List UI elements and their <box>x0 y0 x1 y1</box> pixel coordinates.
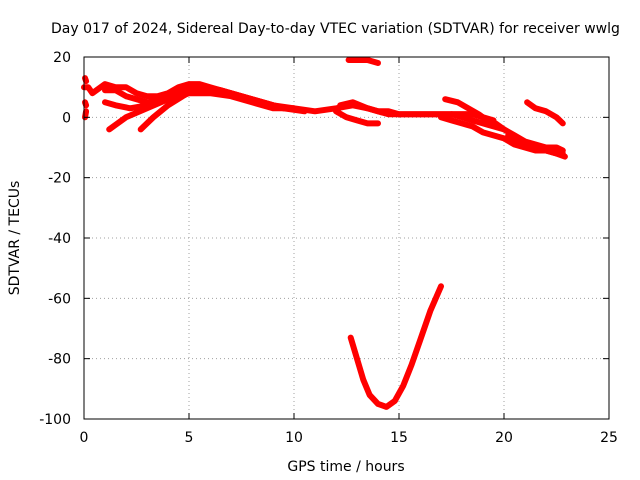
series-arc-10 <box>448 111 507 133</box>
y-tick-label: 20 <box>53 50 71 66</box>
series-arc-15 <box>82 108 90 121</box>
tick-layer <box>83 56 610 420</box>
x-axis-label: GPS time / hours <box>287 459 404 475</box>
series-arc-13 <box>345 57 381 66</box>
y-tick-label: -40 <box>48 231 71 247</box>
series-arc-12 <box>524 99 566 127</box>
series-arc-5 <box>102 99 150 112</box>
series-arc-7 <box>333 108 381 127</box>
x-tick-label: 20 <box>495 430 513 446</box>
series-arc-14 <box>347 283 444 410</box>
x-tick-label: 5 <box>185 430 194 446</box>
x-tick-label: 25 <box>600 430 618 446</box>
y-tick-label: -20 <box>48 171 71 187</box>
series-arc-11 <box>505 132 568 160</box>
series-arc-17 <box>82 99 90 109</box>
series-arc-6 <box>337 99 497 124</box>
y-tick-label: 0 <box>62 110 71 126</box>
y-tick-label: -60 <box>48 291 71 307</box>
x-tick-label: 15 <box>390 430 408 446</box>
series-arc-16 <box>82 75 90 85</box>
y-tick-label: -100 <box>39 412 71 428</box>
tick-label-layer: 0 5 10 15 20 25 -100 -80 -60 -40 -20 0 20 <box>39 50 618 446</box>
series-arc-4 <box>137 84 308 133</box>
series-layer <box>81 57 568 410</box>
chart-title: Day 017 of 2024, Sidereal Day-to-day VTE… <box>51 21 620 37</box>
y-tick-label: -80 <box>48 352 71 368</box>
y-axis-label: SDTVAR / TECUs <box>7 181 23 296</box>
x-tick-label: 0 <box>80 430 89 446</box>
grid-layer <box>84 57 609 419</box>
x-tick-label: 10 <box>285 430 303 446</box>
